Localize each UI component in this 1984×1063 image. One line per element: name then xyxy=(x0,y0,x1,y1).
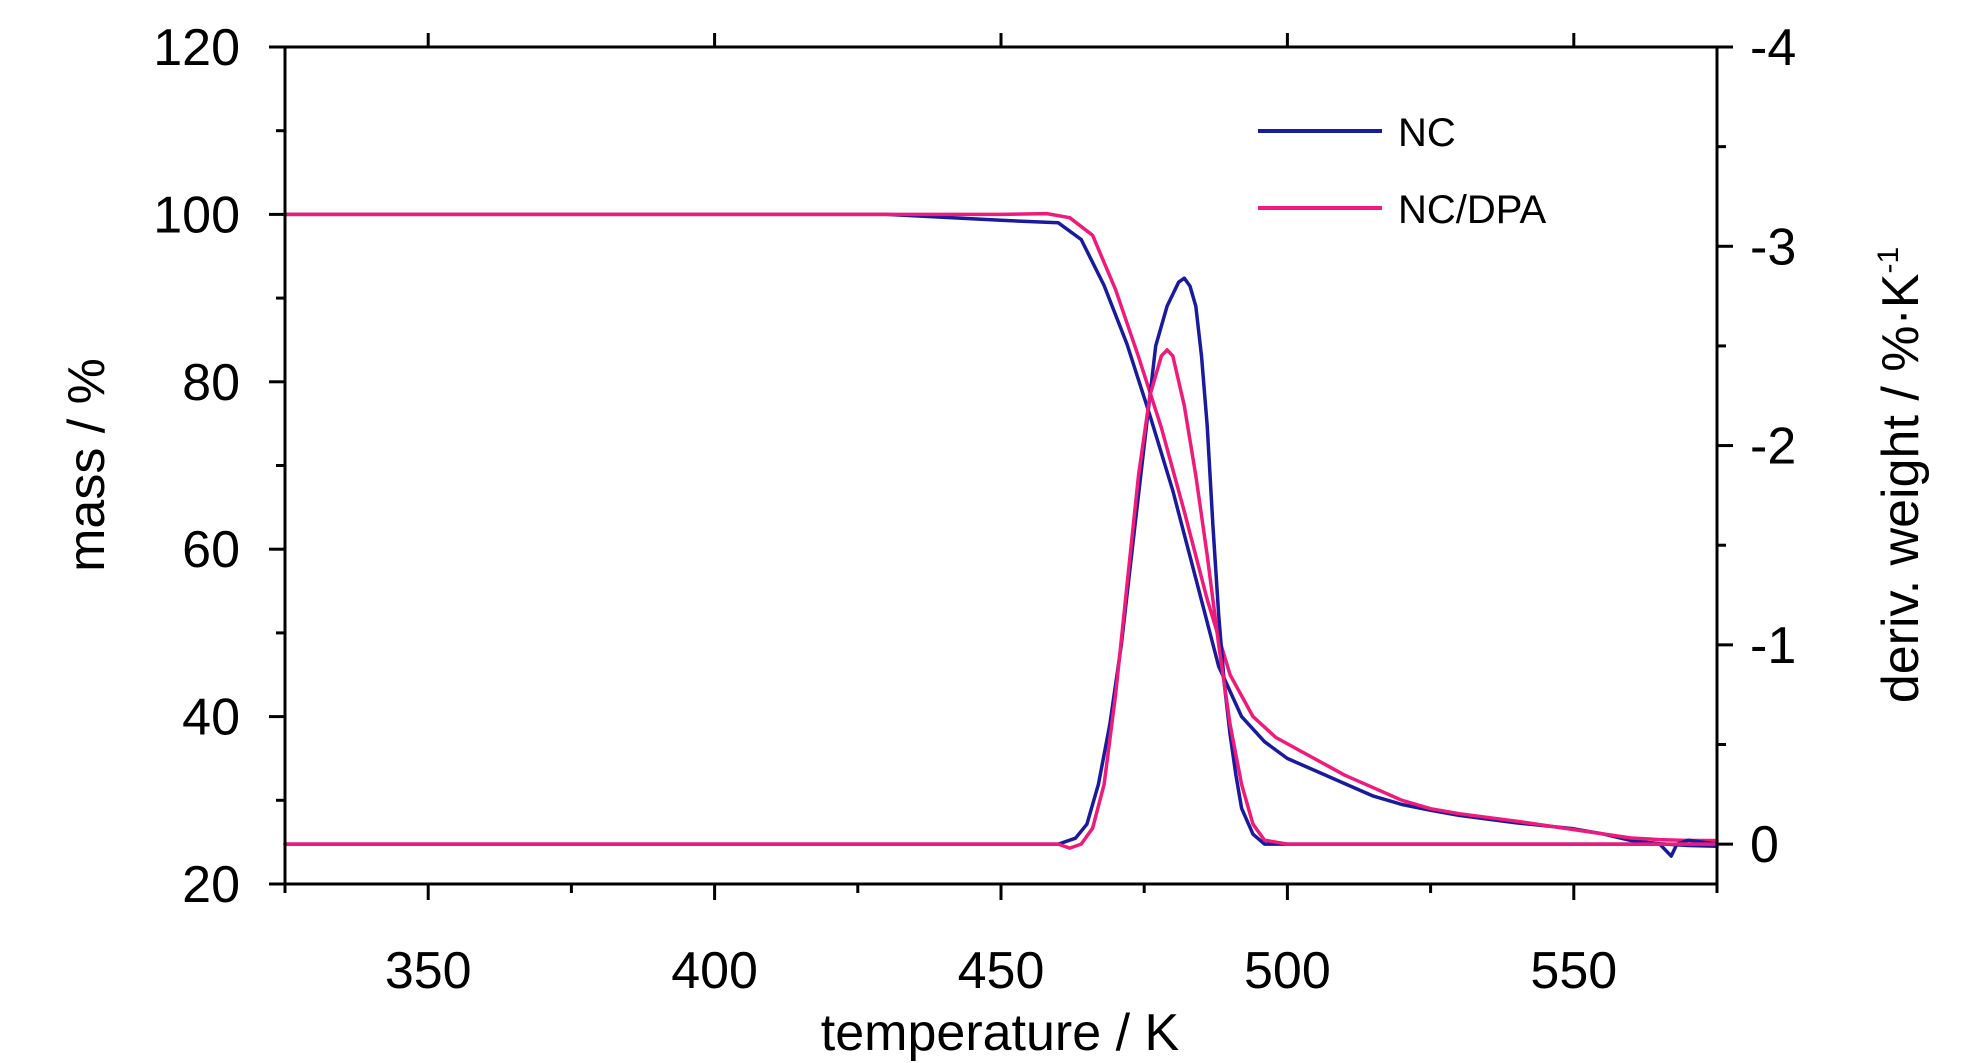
x-tick-label: 350 xyxy=(385,942,472,1000)
y-right-tick-label: -2 xyxy=(1750,418,1796,476)
y-left-tick-label: 60 xyxy=(182,521,240,579)
y-left-tick-label: 40 xyxy=(182,689,240,747)
x-tick-label: 550 xyxy=(1530,942,1617,1000)
series-layer xyxy=(283,211,1719,858)
y-right-tick-label: 0 xyxy=(1750,816,1779,874)
x-tick-label: 400 xyxy=(671,942,758,1000)
y-left-axis-title: mass / % xyxy=(58,358,116,572)
y-right-tick-label: -4 xyxy=(1750,19,1796,77)
x-tick-label: 500 xyxy=(1244,942,1331,1000)
y-left-tick-label: 20 xyxy=(182,856,240,914)
x-tick-label: 450 xyxy=(958,942,1045,1000)
plot-frame xyxy=(283,45,1719,886)
x-axis-title: temperature / K xyxy=(821,1004,1180,1062)
y-right-tick-label: -3 xyxy=(1750,218,1796,276)
legend-label-nc: NC xyxy=(1398,111,1456,155)
y-left-tick-label: 120 xyxy=(153,19,240,77)
y-left-tick-label: 100 xyxy=(153,186,240,244)
series-nc-dpa-mass-line xyxy=(283,211,1719,843)
legend: NC NC/DPA xyxy=(1258,111,1546,232)
series-nc-derivative-line xyxy=(283,276,1719,858)
series-nc-mass-line xyxy=(283,212,1719,849)
legend-label-nc-dpa: NC/DPA xyxy=(1398,188,1546,232)
y-right-axis-title: deriv. weight / %·K-1 xyxy=(1872,247,1930,703)
series-nc-dpa-derivative-line xyxy=(283,348,1719,850)
tick-layer: 350 400 450 500 550 20 40 60 80 100 120 0 -1 -2 -3 -4 xyxy=(153,19,1796,1000)
y-right-axis-title-main: deriv. weight / %·K xyxy=(1872,273,1930,703)
y-right-tick-label: -1 xyxy=(1750,617,1796,675)
y-left-tick-label: 80 xyxy=(182,354,240,412)
y-right-axis-title-superscript: -1 xyxy=(1872,247,1905,274)
